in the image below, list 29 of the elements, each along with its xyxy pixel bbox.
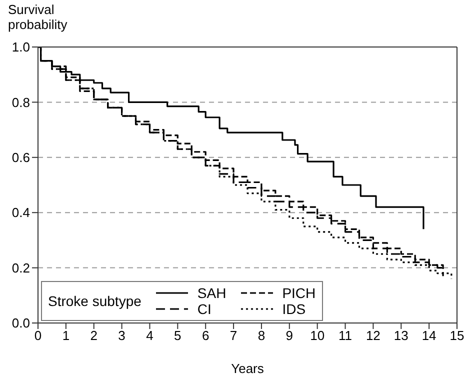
x-tick-label: 6 (202, 328, 210, 344)
x-tick-label: 5 (174, 328, 182, 344)
y-tick-label: 1.0 (12, 40, 30, 55)
x-tick-label: 14 (422, 328, 436, 344)
y-tick-label: 0.2 (12, 260, 30, 276)
x-tick-label: 0 (34, 328, 42, 344)
legend-label: CI (197, 301, 212, 317)
x-tick-label: 1 (62, 328, 70, 344)
x-tick-label: 3 (118, 328, 126, 344)
legend-title: Stroke subtype (48, 293, 142, 309)
x-tick-label: 10 (310, 328, 325, 344)
y-tick-label: 0.8 (12, 94, 30, 110)
legend-label: SAH (197, 285, 226, 301)
x-axis-title: Years (231, 361, 264, 376)
y-axis-title: Survival probability (8, 2, 68, 32)
x-tick-label: 13 (394, 328, 408, 344)
y-tick-label: 0.4 (12, 205, 30, 220)
y-tick-label: 0.0 (12, 316, 30, 331)
x-tick-label: 2 (90, 328, 98, 344)
x-tick-label: 4 (146, 328, 154, 344)
x-tick-label: 11 (338, 328, 352, 344)
x-tick-label: 12 (366, 328, 380, 344)
x-tick-label: 7 (230, 328, 238, 344)
y-tick-label: 0.6 (12, 150, 30, 166)
legend-label: PICH (282, 285, 316, 301)
x-tick-label: 8 (258, 328, 266, 344)
legend-label: IDS (282, 301, 306, 317)
x-tick-label: 15 (450, 328, 464, 344)
x-tick-label: 9 (286, 328, 294, 344)
